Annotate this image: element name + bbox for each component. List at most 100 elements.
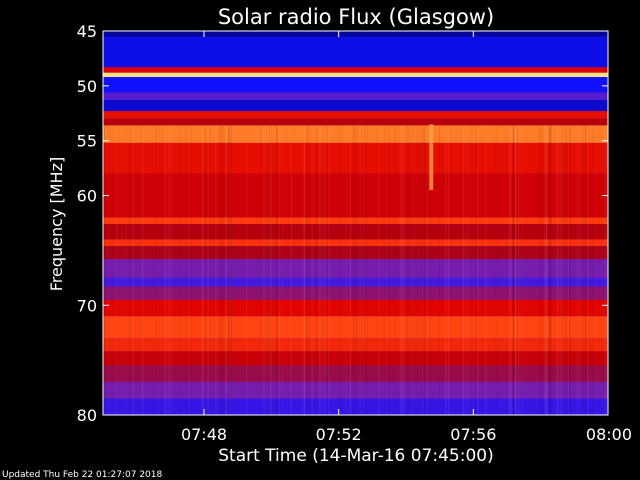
spectral-band bbox=[103, 299, 608, 317]
noise-streak bbox=[475, 126, 477, 415]
noise-streak bbox=[306, 126, 308, 415]
spectral-band bbox=[103, 118, 608, 126]
noise-streak bbox=[363, 126, 365, 415]
noise-streak bbox=[304, 126, 306, 415]
noise-streak bbox=[507, 126, 509, 415]
x-tick-label: 07:56 bbox=[450, 425, 496, 444]
noise-streak bbox=[412, 126, 414, 415]
noise-streak bbox=[580, 126, 582, 415]
noise-streak bbox=[394, 126, 396, 415]
noise-streak bbox=[303, 126, 305, 415]
noise-streak bbox=[322, 126, 324, 415]
noise-streak bbox=[445, 126, 447, 415]
plot-frame bbox=[102, 30, 609, 416]
noise-streak bbox=[378, 126, 380, 415]
noise-streak bbox=[142, 126, 144, 415]
spectral-band bbox=[103, 92, 608, 101]
noise-streak bbox=[142, 126, 144, 415]
noise-streak bbox=[205, 126, 207, 415]
noise-streak bbox=[568, 126, 570, 415]
noise-streak bbox=[103, 126, 105, 415]
noise-streak bbox=[521, 126, 523, 415]
noise-streak bbox=[517, 126, 518, 415]
noise-streak bbox=[546, 126, 548, 415]
noise-streak bbox=[324, 126, 326, 415]
noise-streak bbox=[116, 126, 118, 415]
noise-streak bbox=[377, 126, 379, 415]
noise-streak bbox=[326, 126, 328, 415]
y-tick-label: 50 bbox=[77, 77, 97, 96]
spectral-band bbox=[103, 316, 608, 339]
noise-streak bbox=[270, 126, 272, 415]
noise-streak bbox=[540, 126, 542, 415]
noise-streak bbox=[261, 126, 263, 415]
noise-streak bbox=[269, 126, 271, 415]
noise-streak bbox=[215, 126, 217, 415]
noise-streak bbox=[209, 126, 211, 415]
noise-streak bbox=[595, 126, 597, 415]
plot-area bbox=[103, 31, 608, 415]
noise-streak bbox=[281, 126, 283, 415]
noise-streak bbox=[423, 126, 425, 415]
noise-streak bbox=[420, 126, 422, 415]
noise-streak bbox=[565, 126, 567, 415]
noise-streak bbox=[366, 126, 368, 415]
noise-streak bbox=[469, 126, 471, 415]
spectral-band bbox=[103, 259, 608, 278]
noise-streak bbox=[544, 126, 546, 415]
noise-streak bbox=[276, 126, 278, 415]
noise-streak bbox=[402, 126, 404, 415]
footer-updated: Updated Thu Feb 22 01:27:07 2018 bbox=[2, 470, 163, 480]
noise-streak bbox=[291, 126, 293, 415]
noise-streak bbox=[426, 126, 428, 415]
noise-streak bbox=[429, 126, 431, 415]
noise-streak bbox=[141, 126, 142, 415]
spectral-band bbox=[103, 77, 608, 93]
noise-streak bbox=[550, 126, 552, 415]
noise-streak bbox=[328, 126, 330, 415]
noise-streak bbox=[229, 126, 231, 415]
noise-streak bbox=[125, 126, 127, 415]
noise-streak bbox=[319, 126, 321, 415]
noise-streak bbox=[164, 126, 166, 415]
noise-streak bbox=[354, 126, 356, 415]
noise-streak bbox=[585, 126, 587, 415]
noise-streak bbox=[108, 126, 110, 415]
noise-streak bbox=[556, 126, 558, 415]
x-tick-label: 07:52 bbox=[316, 425, 362, 444]
noise-streak bbox=[561, 126, 563, 415]
noise-streak bbox=[185, 126, 187, 415]
noise-streak bbox=[538, 126, 540, 415]
noise-streak bbox=[270, 126, 272, 415]
noise-streak bbox=[155, 126, 157, 415]
noise-streak bbox=[141, 126, 143, 415]
noise-streak bbox=[515, 126, 517, 415]
noise-streak bbox=[220, 126, 222, 415]
noise-streak bbox=[463, 126, 465, 415]
noise-streak bbox=[230, 126, 232, 415]
noise-streak bbox=[495, 126, 497, 415]
noise-streak bbox=[427, 126, 429, 415]
y-tick-label: 80 bbox=[77, 406, 97, 425]
x-axis-label: Start Time (14-Mar-16 07:45:00) bbox=[218, 446, 493, 466]
noise-streak bbox=[162, 126, 163, 415]
spectral-band bbox=[103, 382, 608, 399]
noise-streak bbox=[352, 126, 354, 415]
spectral-band bbox=[103, 365, 608, 383]
y-axis-label: Frequency [MHz] bbox=[47, 157, 66, 291]
spectral-band bbox=[103, 246, 608, 260]
noise-streak bbox=[542, 126, 544, 415]
noise-streak bbox=[201, 126, 203, 415]
noise-streak bbox=[569, 126, 571, 415]
noise-streak bbox=[276, 126, 278, 415]
noise-streak bbox=[132, 126, 134, 415]
noise-streak bbox=[518, 126, 520, 415]
noise-streak bbox=[311, 126, 313, 415]
noise-streak bbox=[157, 126, 159, 415]
spectral-band bbox=[103, 36, 608, 68]
chart-title: Solar radio Flux (Glasgow) bbox=[218, 5, 494, 29]
noise-streak bbox=[203, 126, 205, 415]
spectral-band bbox=[103, 72, 608, 78]
noise-streak bbox=[291, 126, 292, 415]
noise-streak bbox=[485, 126, 487, 415]
